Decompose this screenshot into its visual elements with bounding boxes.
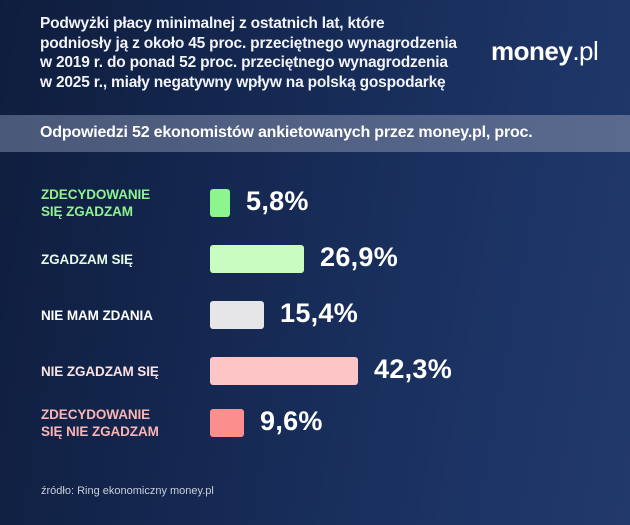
category-label: NIE MAM ZDANIA	[41, 308, 153, 323]
title-line: w 2019 r. do ponad 52 proc. przeciętnego…	[40, 54, 448, 71]
category-label-line: ZDECYDOWANIE	[41, 407, 151, 422]
money-pl-logo: money.pl	[491, 36, 599, 67]
category-label: ZDECYDOWANIE SIĘ NIE ZGADZAM	[41, 406, 159, 440]
value-label: 15,4%	[280, 298, 359, 328]
category-label-line: SIĘ NIE ZGADZAM	[41, 424, 159, 439]
subtitle-band: Odpowiedzi 52 ekonomistów ankietowanych …	[0, 115, 630, 152]
value-label: 42,3%	[374, 354, 453, 384]
category-label: NIE ZGADZAM SIĘ	[41, 364, 159, 379]
value-label: 5,8%	[246, 186, 309, 216]
bar	[210, 409, 244, 437]
category-label: ZGADZAM SIĘ	[41, 252, 133, 267]
category-label-line: SIĘ ZGADZAM	[41, 204, 133, 219]
bar	[210, 301, 264, 329]
logo-main: money	[491, 36, 573, 66]
category-label-line: ZDECYDOWANIE	[41, 187, 151, 202]
bar	[210, 189, 230, 217]
chart-title: Podwyżki płacy minimalnej z ostatnich la…	[40, 14, 480, 92]
logo-suffix: .pl	[572, 36, 599, 66]
bar	[210, 245, 304, 273]
value-label: 26,9%	[320, 242, 399, 272]
title-line: podniosły ją z około 45 proc. przeciętne…	[40, 34, 457, 52]
title-line: Podwyżki płacy minimalnej z ostatnich la…	[40, 15, 385, 32]
title-line: w 2025 r., miały negatywny wpływ na pols…	[40, 73, 446, 91]
source-note: źródło: Ring ekonomiczny money.pl	[41, 485, 214, 497]
category-label: ZDECYDOWANIE SIĘ ZGADZAM	[41, 186, 150, 220]
bar	[210, 357, 358, 385]
chart-subtitle: Odpowiedzi 52 ekonomistów ankietowanych …	[40, 124, 533, 141]
value-label: 9,6%	[260, 406, 323, 436]
